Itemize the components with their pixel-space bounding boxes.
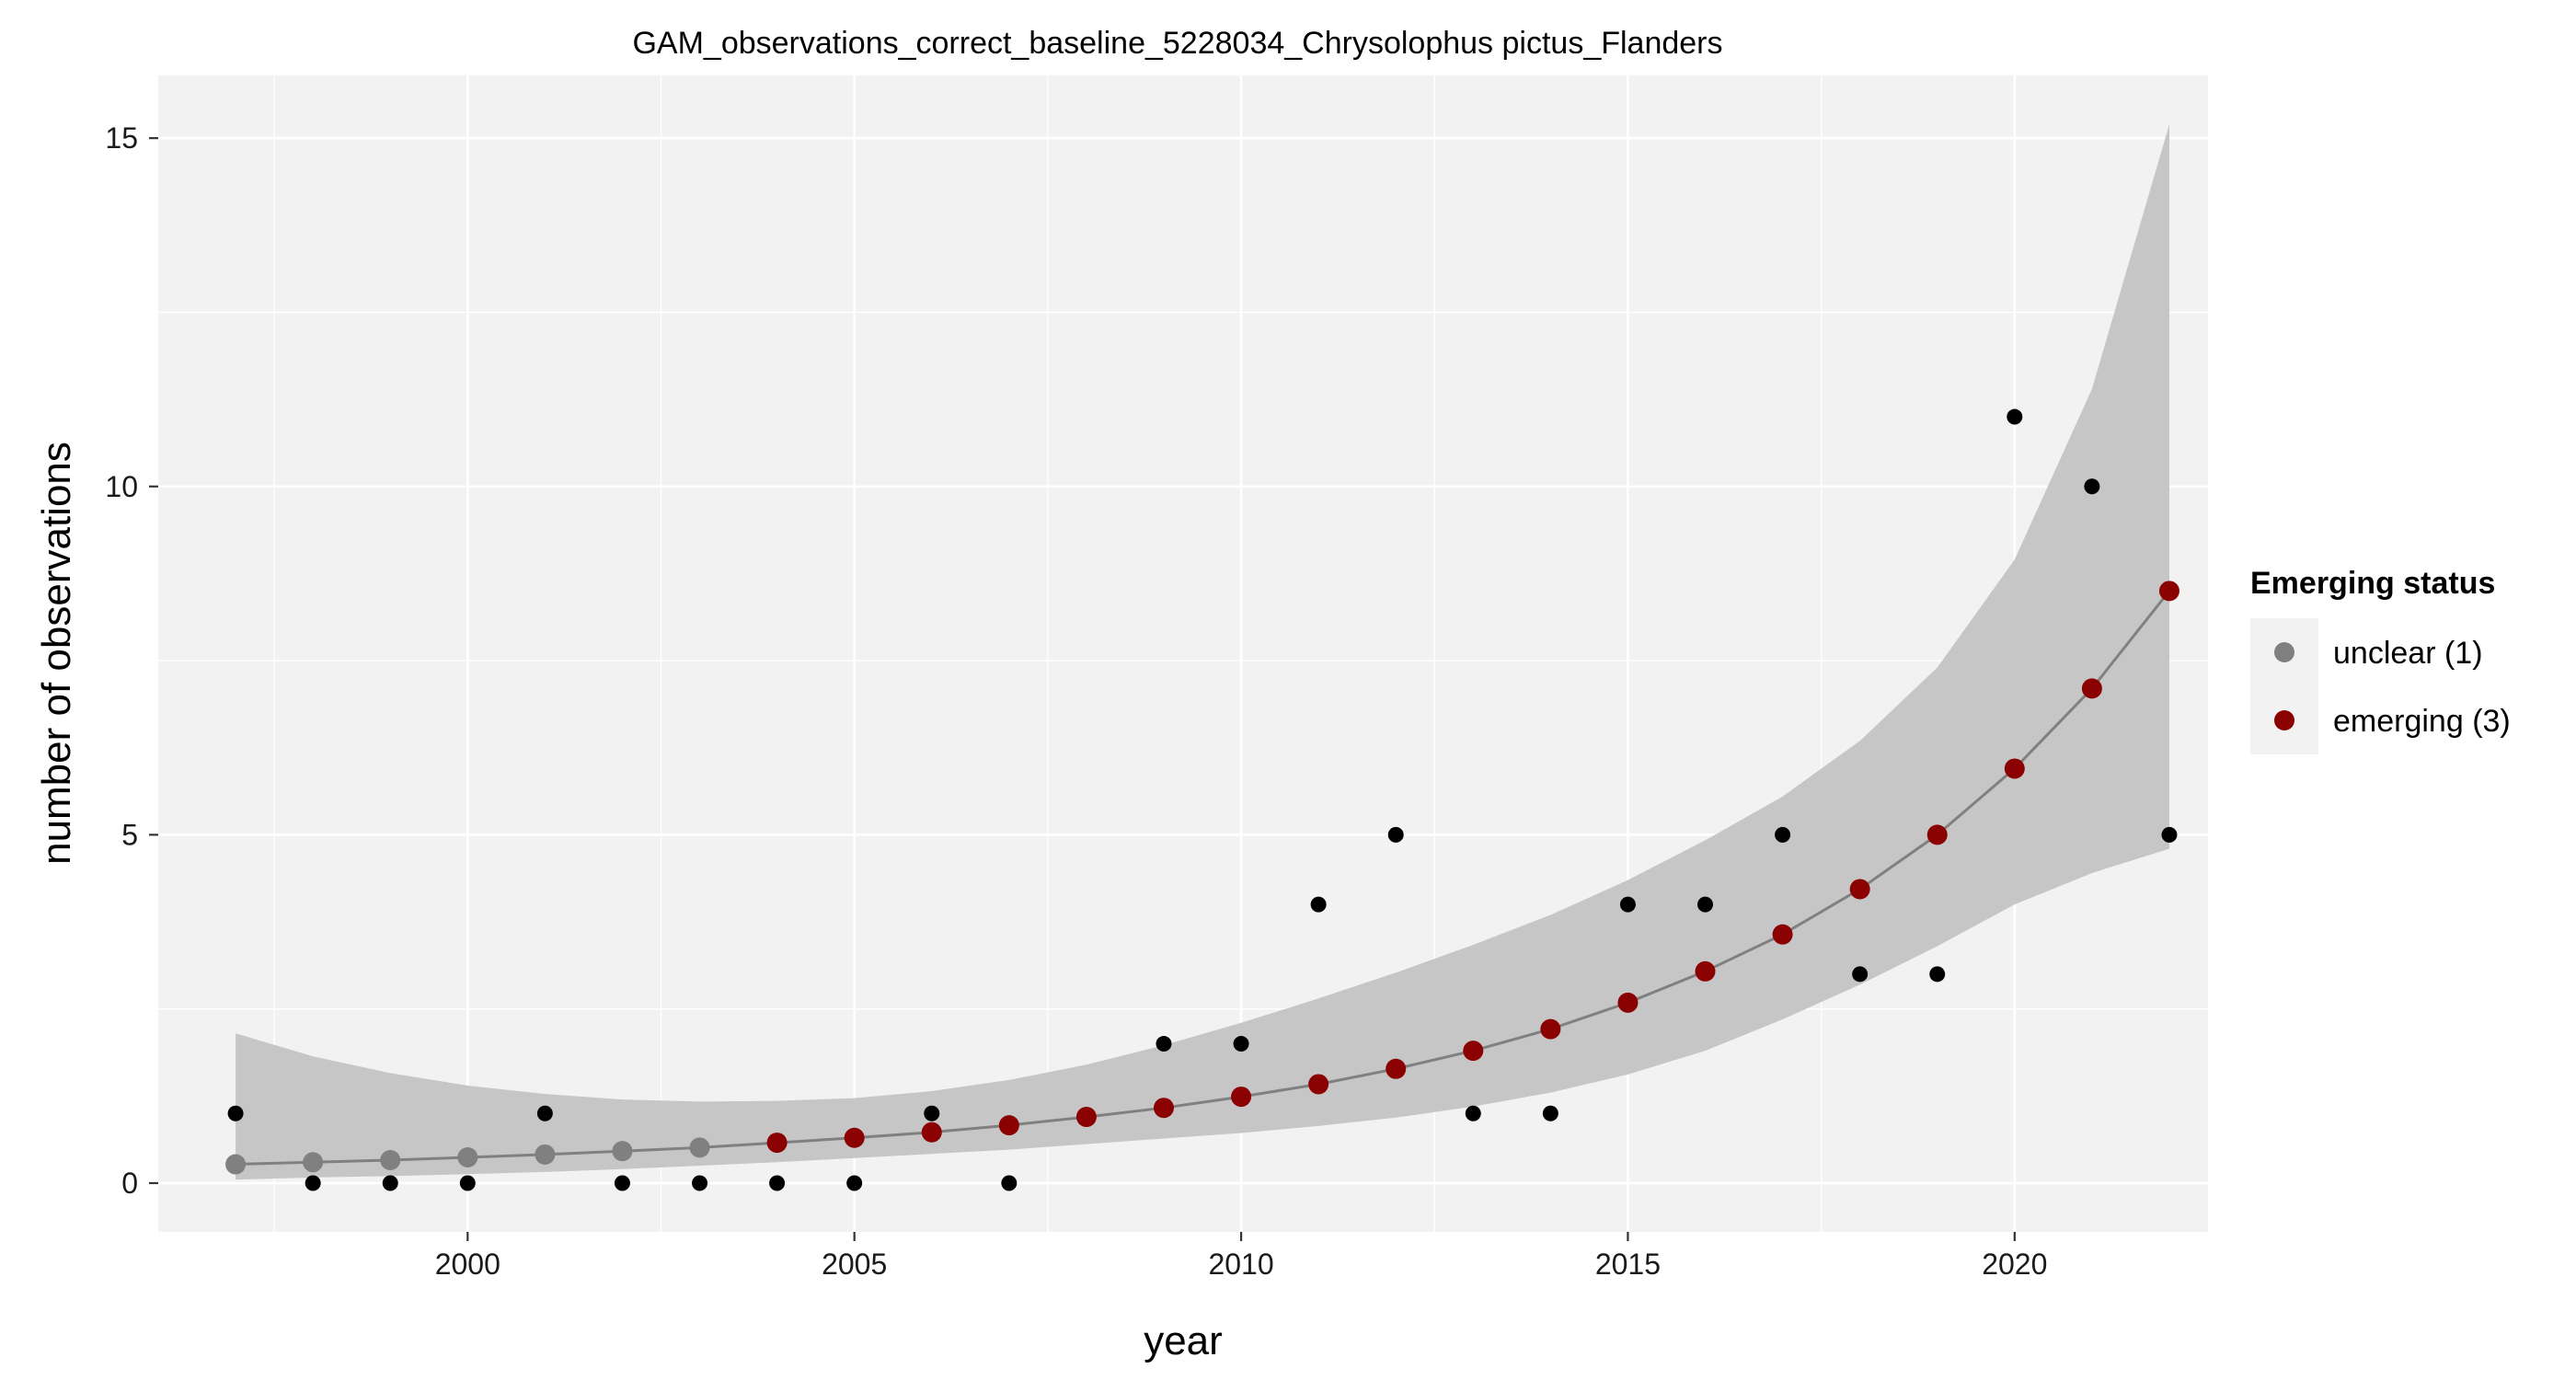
axes: 2000 2005 2010 2015 2020 0 5 10 15: [105, 121, 2047, 1281]
observed-point: [1156, 1036, 1172, 1052]
observed-point: [1775, 826, 1791, 843]
fitted-point-unclear: [457, 1146, 478, 1167]
ribbon-area: [236, 124, 2169, 1180]
observed-point: [1697, 896, 1714, 913]
x-axis-title: year: [1144, 1318, 1223, 1363]
legend: Emerging status unclear (1) emerging (3): [2250, 566, 2511, 754]
observed-point: [924, 1105, 940, 1121]
minor-gridlines: [158, 75, 2208, 1232]
fitted-point-emerging: [2004, 758, 2025, 779]
legend-key-emerging: [2274, 710, 2294, 730]
fitted-point-emerging: [2158, 581, 2179, 602]
fitted-point-unclear: [303, 1152, 324, 1173]
x-tick-label: 2010: [1208, 1248, 1273, 1281]
fit-line: [236, 590, 2171, 1166]
observed-point: [2161, 826, 2178, 843]
fitted-point-emerging: [1926, 824, 1948, 845]
legend-label-unclear: unclear (1): [2333, 636, 2483, 671]
fitted-point-emerging: [1540, 1018, 1561, 1040]
observed-point: [1465, 1105, 1481, 1121]
confidence-ribbon: [236, 124, 2169, 1180]
observed-point: [536, 1105, 553, 1121]
x-tick-label: 2000: [435, 1248, 500, 1281]
fitted-point-unclear: [380, 1150, 401, 1171]
y-tick-label: 5: [121, 818, 138, 851]
legend-title: Emerging status: [2250, 566, 2495, 601]
fitted-point-emerging: [1617, 992, 1639, 1013]
observed-point: [1310, 896, 1327, 913]
observed-point: [1387, 826, 1404, 843]
fitted-point-unclear: [689, 1137, 710, 1158]
fitted-point-emerging: [1386, 1058, 1407, 1079]
fitted-point-emerging: [2081, 678, 2102, 699]
fitted-point-emerging: [1153, 1098, 1174, 1119]
observed-point: [2007, 408, 2023, 425]
legend-key-background: [2250, 618, 2318, 754]
fitted-point-emerging: [921, 1121, 942, 1143]
fitted-point-emerging: [1075, 1107, 1097, 1128]
x-tick-label: 2005: [822, 1248, 887, 1281]
observed-point: [769, 1175, 786, 1191]
legend-label-emerging: emerging (3): [2333, 704, 2511, 739]
fitted-point-emerging: [1308, 1074, 1329, 1095]
fitted-points: [225, 581, 2179, 1175]
fit-curve: [236, 590, 2171, 1166]
fitted-point-unclear: [535, 1144, 556, 1165]
observed-point: [846, 1175, 863, 1191]
fitted-point-emerging: [998, 1115, 1019, 1136]
y-tick-label: 10: [105, 470, 138, 503]
fitted-point-emerging: [1463, 1041, 1484, 1062]
fitted-point-emerging: [1849, 879, 1870, 900]
observed-point: [227, 1105, 244, 1121]
observed-point: [305, 1175, 321, 1191]
fitted-point-emerging: [766, 1133, 788, 1154]
observed-point: [1001, 1175, 1018, 1191]
observed-point: [614, 1175, 630, 1191]
y-tick-label: 0: [121, 1167, 138, 1200]
observed-point: [1542, 1105, 1558, 1121]
fitted-point-unclear: [612, 1141, 633, 1162]
observed-point: [1852, 966, 1869, 983]
observed-point: [459, 1175, 476, 1191]
observed-point: [1619, 896, 1636, 913]
observed-point: [1233, 1036, 1249, 1052]
fitted-point-emerging: [1231, 1087, 1252, 1108]
observed-point: [2084, 478, 2100, 495]
plot-panel: [158, 75, 2208, 1232]
observed-points: [227, 408, 2178, 1191]
x-tick-label: 2015: [1595, 1248, 1661, 1281]
y-axis-title: number of observations: [34, 442, 79, 865]
fitted-point-emerging: [1695, 960, 1716, 982]
x-tick-label: 2020: [1982, 1248, 2047, 1281]
y-tick-label: 15: [105, 121, 138, 155]
fitted-point-emerging: [1772, 924, 1793, 945]
fitted-point-unclear: [225, 1154, 247, 1175]
observed-point: [692, 1175, 708, 1191]
observed-point: [382, 1175, 398, 1191]
legend-key-unclear: [2274, 642, 2294, 662]
chart-title: GAM_observations_correct_baseline_522803…: [632, 26, 1722, 61]
fitted-point-emerging: [844, 1127, 865, 1148]
observed-point: [1929, 966, 1946, 983]
